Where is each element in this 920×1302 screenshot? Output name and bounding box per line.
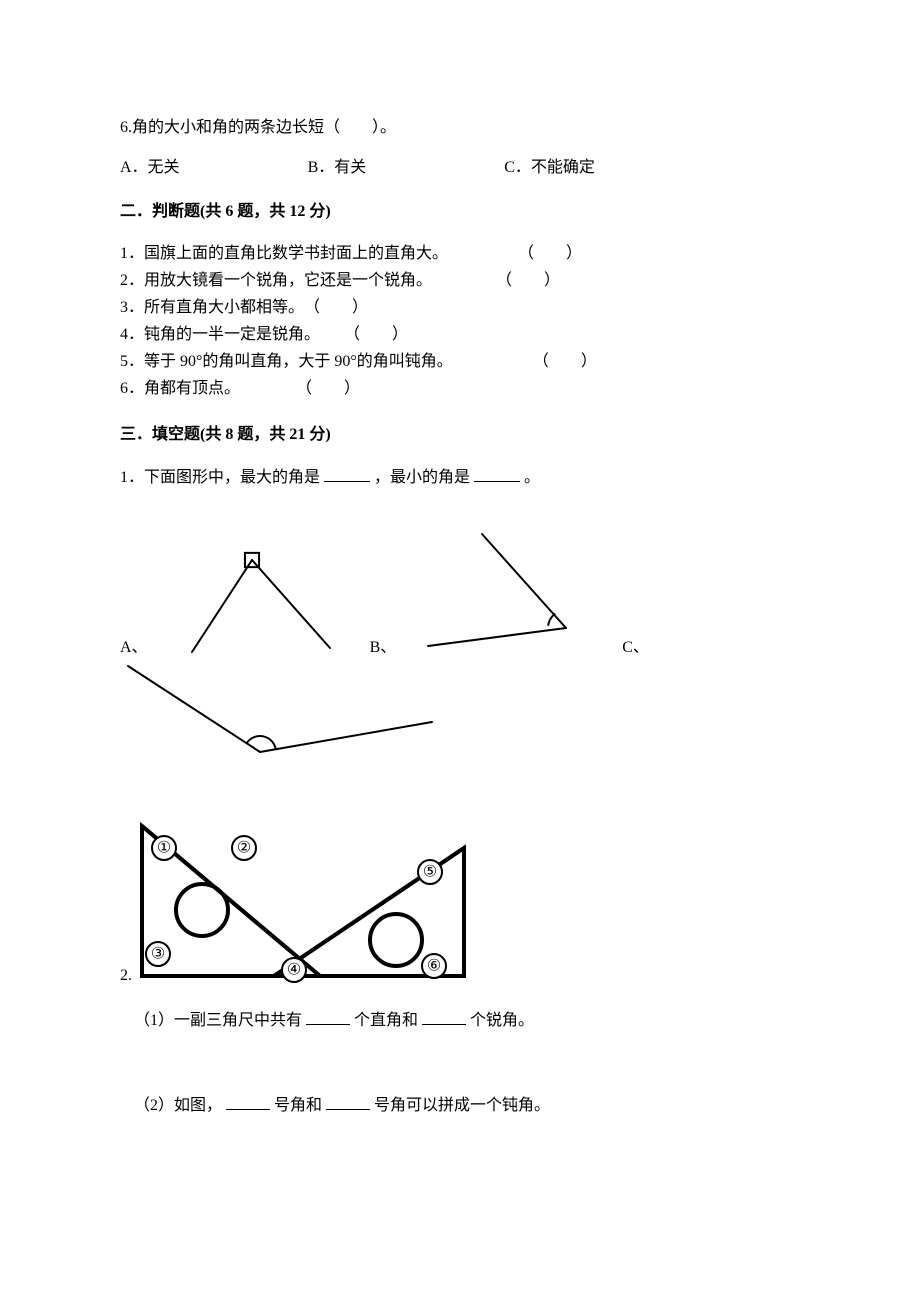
judge-paren[interactable]: （ ） xyxy=(296,377,360,401)
judge-item: 3．所有直角大小都相等。（ ） xyxy=(120,296,800,320)
fig-row-2 xyxy=(120,660,800,788)
s3-q1-blank1[interactable] xyxy=(324,465,370,482)
section2-list: 1．国旗上面的直角比数学书封面上的直角大。（ ）2．用放大镜看一个锐角，它还是一… xyxy=(120,242,800,401)
figA-label: A、 xyxy=(120,636,148,660)
judge-text: 3．所有直角大小都相等。 xyxy=(120,296,304,320)
svg-text:④: ④ xyxy=(287,962,301,979)
angle-figure-c xyxy=(120,660,440,780)
judge-item: 4．钝角的一半一定是锐角。 （ ） xyxy=(120,323,800,347)
judge-text: 1．国旗上面的直角比数学书封面上的直角大。 xyxy=(120,242,448,266)
s3-q1-mid: ，最小的角是 xyxy=(374,469,470,486)
judge-text: 2．用放大镜看一个锐角，它还是一个锐角。 xyxy=(120,269,432,293)
angle-figure-a xyxy=(154,520,344,660)
spacer xyxy=(432,269,496,293)
s3-q2-sub1: （1）一副三角尺中共有 个直角和 个锐角。 xyxy=(134,1008,800,1033)
page: 6.角的大小和角的两条边长短（ ）。 A．无关 B．有关 C．不能确定 二．判断… xyxy=(0,0,920,1302)
sub2-a: （2）如图， xyxy=(134,1097,222,1114)
judge-paren[interactable]: （ ） xyxy=(533,350,597,374)
svg-text:②: ② xyxy=(237,840,251,857)
judge-text: 6．角都有顶点。 xyxy=(120,377,296,401)
q6-options: A．无关 B．有关 C．不能确定 xyxy=(120,156,800,180)
sub1-a: （1）一副三角尺中共有 xyxy=(134,1012,302,1029)
s3-q2: 2. ① ② ③ ④ ⑤ ⑥ xyxy=(120,818,800,988)
sub2-blank2[interactable] xyxy=(326,1093,370,1110)
s3-q1: 1．下面图形中，最大的角是 ，最小的角是 。 xyxy=(120,465,800,490)
svg-text:⑥: ⑥ xyxy=(427,958,441,975)
judge-paren[interactable]: （ ） xyxy=(304,296,368,320)
s3-q1-blank2[interactable] xyxy=(474,465,520,482)
judge-item: 2．用放大镜看一个锐角，它还是一个锐角。 （ ） xyxy=(120,269,800,293)
judge-text: 4．钝角的一半一定是锐角。 xyxy=(120,323,344,347)
svg-text:⑤: ⑤ xyxy=(423,864,437,881)
judge-item: 1．国旗上面的直角比数学书封面上的直角大。 （ ） xyxy=(120,242,800,266)
section2-heading: 二．判断题(共 6 题，共 12 分) xyxy=(120,200,800,224)
figC-label: C、 xyxy=(622,636,649,660)
svg-text:①: ① xyxy=(157,840,171,857)
q6-opt-b: B．有关 xyxy=(308,156,367,180)
judge-text: 5．等于 90°的角叫直角，大于 90°的角叫钝角。 xyxy=(120,350,453,374)
sub1-b: 个直角和 xyxy=(354,1012,418,1029)
q6-opt-c: C．不能确定 xyxy=(504,156,595,180)
sub2-blank1[interactable] xyxy=(226,1093,270,1110)
sub2-c: 号角可以拼成一个钝角。 xyxy=(374,1097,550,1114)
section3-heading: 三．填空题(共 8 题，共 21 分) xyxy=(120,423,800,447)
q6-opt-a: A．无关 xyxy=(120,156,180,180)
judge-item: 6．角都有顶点。 （ ） xyxy=(120,377,800,401)
figB-label: B、 xyxy=(370,636,397,660)
s3-q2-sub2: （2）如图， 号角和 号角可以拼成一个钝角。 xyxy=(134,1093,800,1118)
q6-text: 6.角的大小和角的两条边长短（ ）。 xyxy=(120,116,800,140)
angle-figure-b xyxy=(402,520,592,660)
spacer xyxy=(453,350,533,374)
sub2-b: 号角和 xyxy=(274,1097,322,1114)
fig-row-1: A、 B、 C、 xyxy=(120,520,800,660)
sub1-blank2[interactable] xyxy=(422,1008,466,1025)
triangle-set-figure: ① ② ③ ④ ⑤ ⑥ xyxy=(134,818,474,988)
spacer xyxy=(448,242,518,266)
sub1-c: 个锐角。 xyxy=(470,1012,534,1029)
judge-paren[interactable]: （ ） xyxy=(344,323,408,347)
s3-q1-pre: 1．下面图形中，最大的角是 xyxy=(120,469,320,486)
judge-paren[interactable]: （ ） xyxy=(518,242,582,266)
s3-q1-post: 。 xyxy=(524,469,540,486)
svg-text:③: ③ xyxy=(151,946,165,963)
sub1-blank1[interactable] xyxy=(306,1008,350,1025)
s3-q2-prefix: 2. xyxy=(120,964,132,988)
judge-item: 5．等于 90°的角叫直角，大于 90°的角叫钝角。 （ ） xyxy=(120,350,800,374)
judge-paren[interactable]: （ ） xyxy=(496,269,560,293)
